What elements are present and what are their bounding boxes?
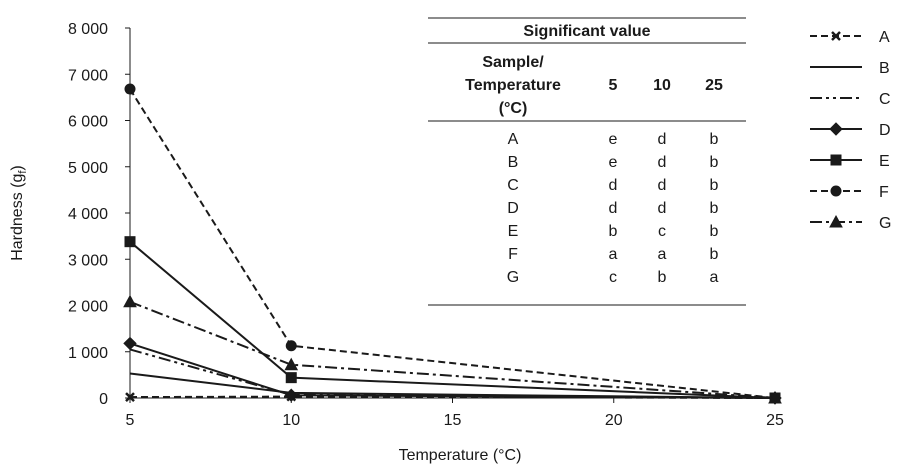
series-line-g <box>129 300 776 399</box>
table-cell-value: c <box>609 269 617 286</box>
table-cell-value: d <box>609 200 618 217</box>
table-cell-value: d <box>658 177 667 194</box>
x-tick-label: 25 <box>766 412 784 429</box>
table-col-header-5: 5 <box>609 77 618 94</box>
legend-marker-g <box>829 214 843 228</box>
table-col-header-25: 25 <box>705 77 723 94</box>
table-cell-value: b <box>710 131 719 148</box>
table-cell-sample: D <box>507 200 519 217</box>
table-cell-sample: G <box>507 269 519 286</box>
table-cell-sample: C <box>507 177 519 194</box>
legend-marker-f <box>830 185 842 197</box>
table-col-header-10: 10 <box>653 77 671 94</box>
table-cell-value: e <box>609 131 618 148</box>
table-header-label-line-1: Sample/ <box>482 54 544 71</box>
table-cell-value: b <box>710 154 719 171</box>
table-cell-value: c <box>658 223 666 240</box>
y-tick-label: 6 000 <box>68 114 108 131</box>
x-ticks: 5 10 15 20 25 <box>126 398 784 429</box>
series-point-f <box>124 83 136 95</box>
y-tick-label: 4 000 <box>68 206 108 223</box>
legend-label-d: D <box>879 122 891 139</box>
table-cell-value: e <box>609 154 618 171</box>
legend-label-g: G <box>879 215 891 232</box>
y-tick-label: 3 000 <box>68 252 108 269</box>
table-cell-value: b <box>710 177 719 194</box>
x-tick-label: 15 <box>444 412 462 429</box>
legend-label-f: F <box>879 184 889 201</box>
table-cell-value: b <box>710 246 719 263</box>
y-axis-title: Hardness (gf) <box>9 165 29 261</box>
y-axis-title-subscript: f <box>17 170 29 174</box>
legend-marker-a <box>831 31 841 41</box>
x-axis-title: Temperature (°C) <box>399 447 522 464</box>
table-cell-value: a <box>609 246 618 263</box>
y-tick-label: 1 000 <box>68 345 108 362</box>
y-axis-title-main: Hardness (g <box>9 174 26 261</box>
y-tick-label: 7 000 <box>68 67 108 84</box>
table-cell-value: d <box>658 200 667 217</box>
series-line-f <box>129 88 776 399</box>
table-cell-sample: B <box>508 154 519 171</box>
series-point-g <box>284 357 299 371</box>
table-cell-value: d <box>658 131 667 148</box>
series-point-e <box>285 372 297 384</box>
significance-table: Significant value Sample/ Temperature (°… <box>428 17 746 306</box>
y-tick-label: 8 000 <box>68 21 108 38</box>
x-tick-label: 5 <box>126 412 135 429</box>
table-cell-sample: A <box>508 131 519 148</box>
series-lines <box>123 83 782 405</box>
x-tick-label: 20 <box>605 412 623 429</box>
y-tick-label: 5 000 <box>68 160 108 177</box>
legend-label-c: C <box>879 91 891 108</box>
legend-label-e: E <box>879 153 890 170</box>
series-point-d <box>284 388 298 402</box>
table-cell-value: a <box>658 246 667 263</box>
series-point-e <box>124 236 136 248</box>
table-header-label-line-3: (°C) <box>499 100 528 117</box>
table-cell-sample: E <box>508 223 519 240</box>
legend-marker-e <box>830 154 842 166</box>
table-cell-value: a <box>710 269 719 286</box>
table-cell-value: b <box>710 200 719 217</box>
series-point-g <box>123 294 137 308</box>
table-cell-value: b <box>710 223 719 240</box>
legend-marker-d <box>829 122 843 136</box>
table-title: Significant value <box>523 23 650 40</box>
axes <box>129 28 775 399</box>
series-point-f <box>285 340 297 352</box>
y-tick-label: 0 <box>99 391 108 408</box>
series-point-d <box>123 336 137 351</box>
series-line-d <box>129 342 776 399</box>
y-axis-title-close: ) <box>9 165 26 170</box>
table-cell-sample: F <box>508 246 518 263</box>
y-ticks: 0 1 000 2 000 3 000 4 000 5 000 6 000 7 000 8 00… <box>68 21 130 408</box>
table-cell-value: d <box>658 154 667 171</box>
legend-label-a: A <box>879 29 890 46</box>
legend-label-b: B <box>879 60 890 77</box>
table-header-label-line-2: Temperature <box>465 77 561 94</box>
table-cell-value: b <box>609 223 618 240</box>
y-tick-label: 2 000 <box>68 299 108 316</box>
series-point-g <box>768 390 782 404</box>
table-cell-value: b <box>658 269 667 286</box>
x-tick-label: 10 <box>282 412 300 429</box>
table-cell-value: d <box>609 177 618 194</box>
series-point-a <box>125 392 135 402</box>
